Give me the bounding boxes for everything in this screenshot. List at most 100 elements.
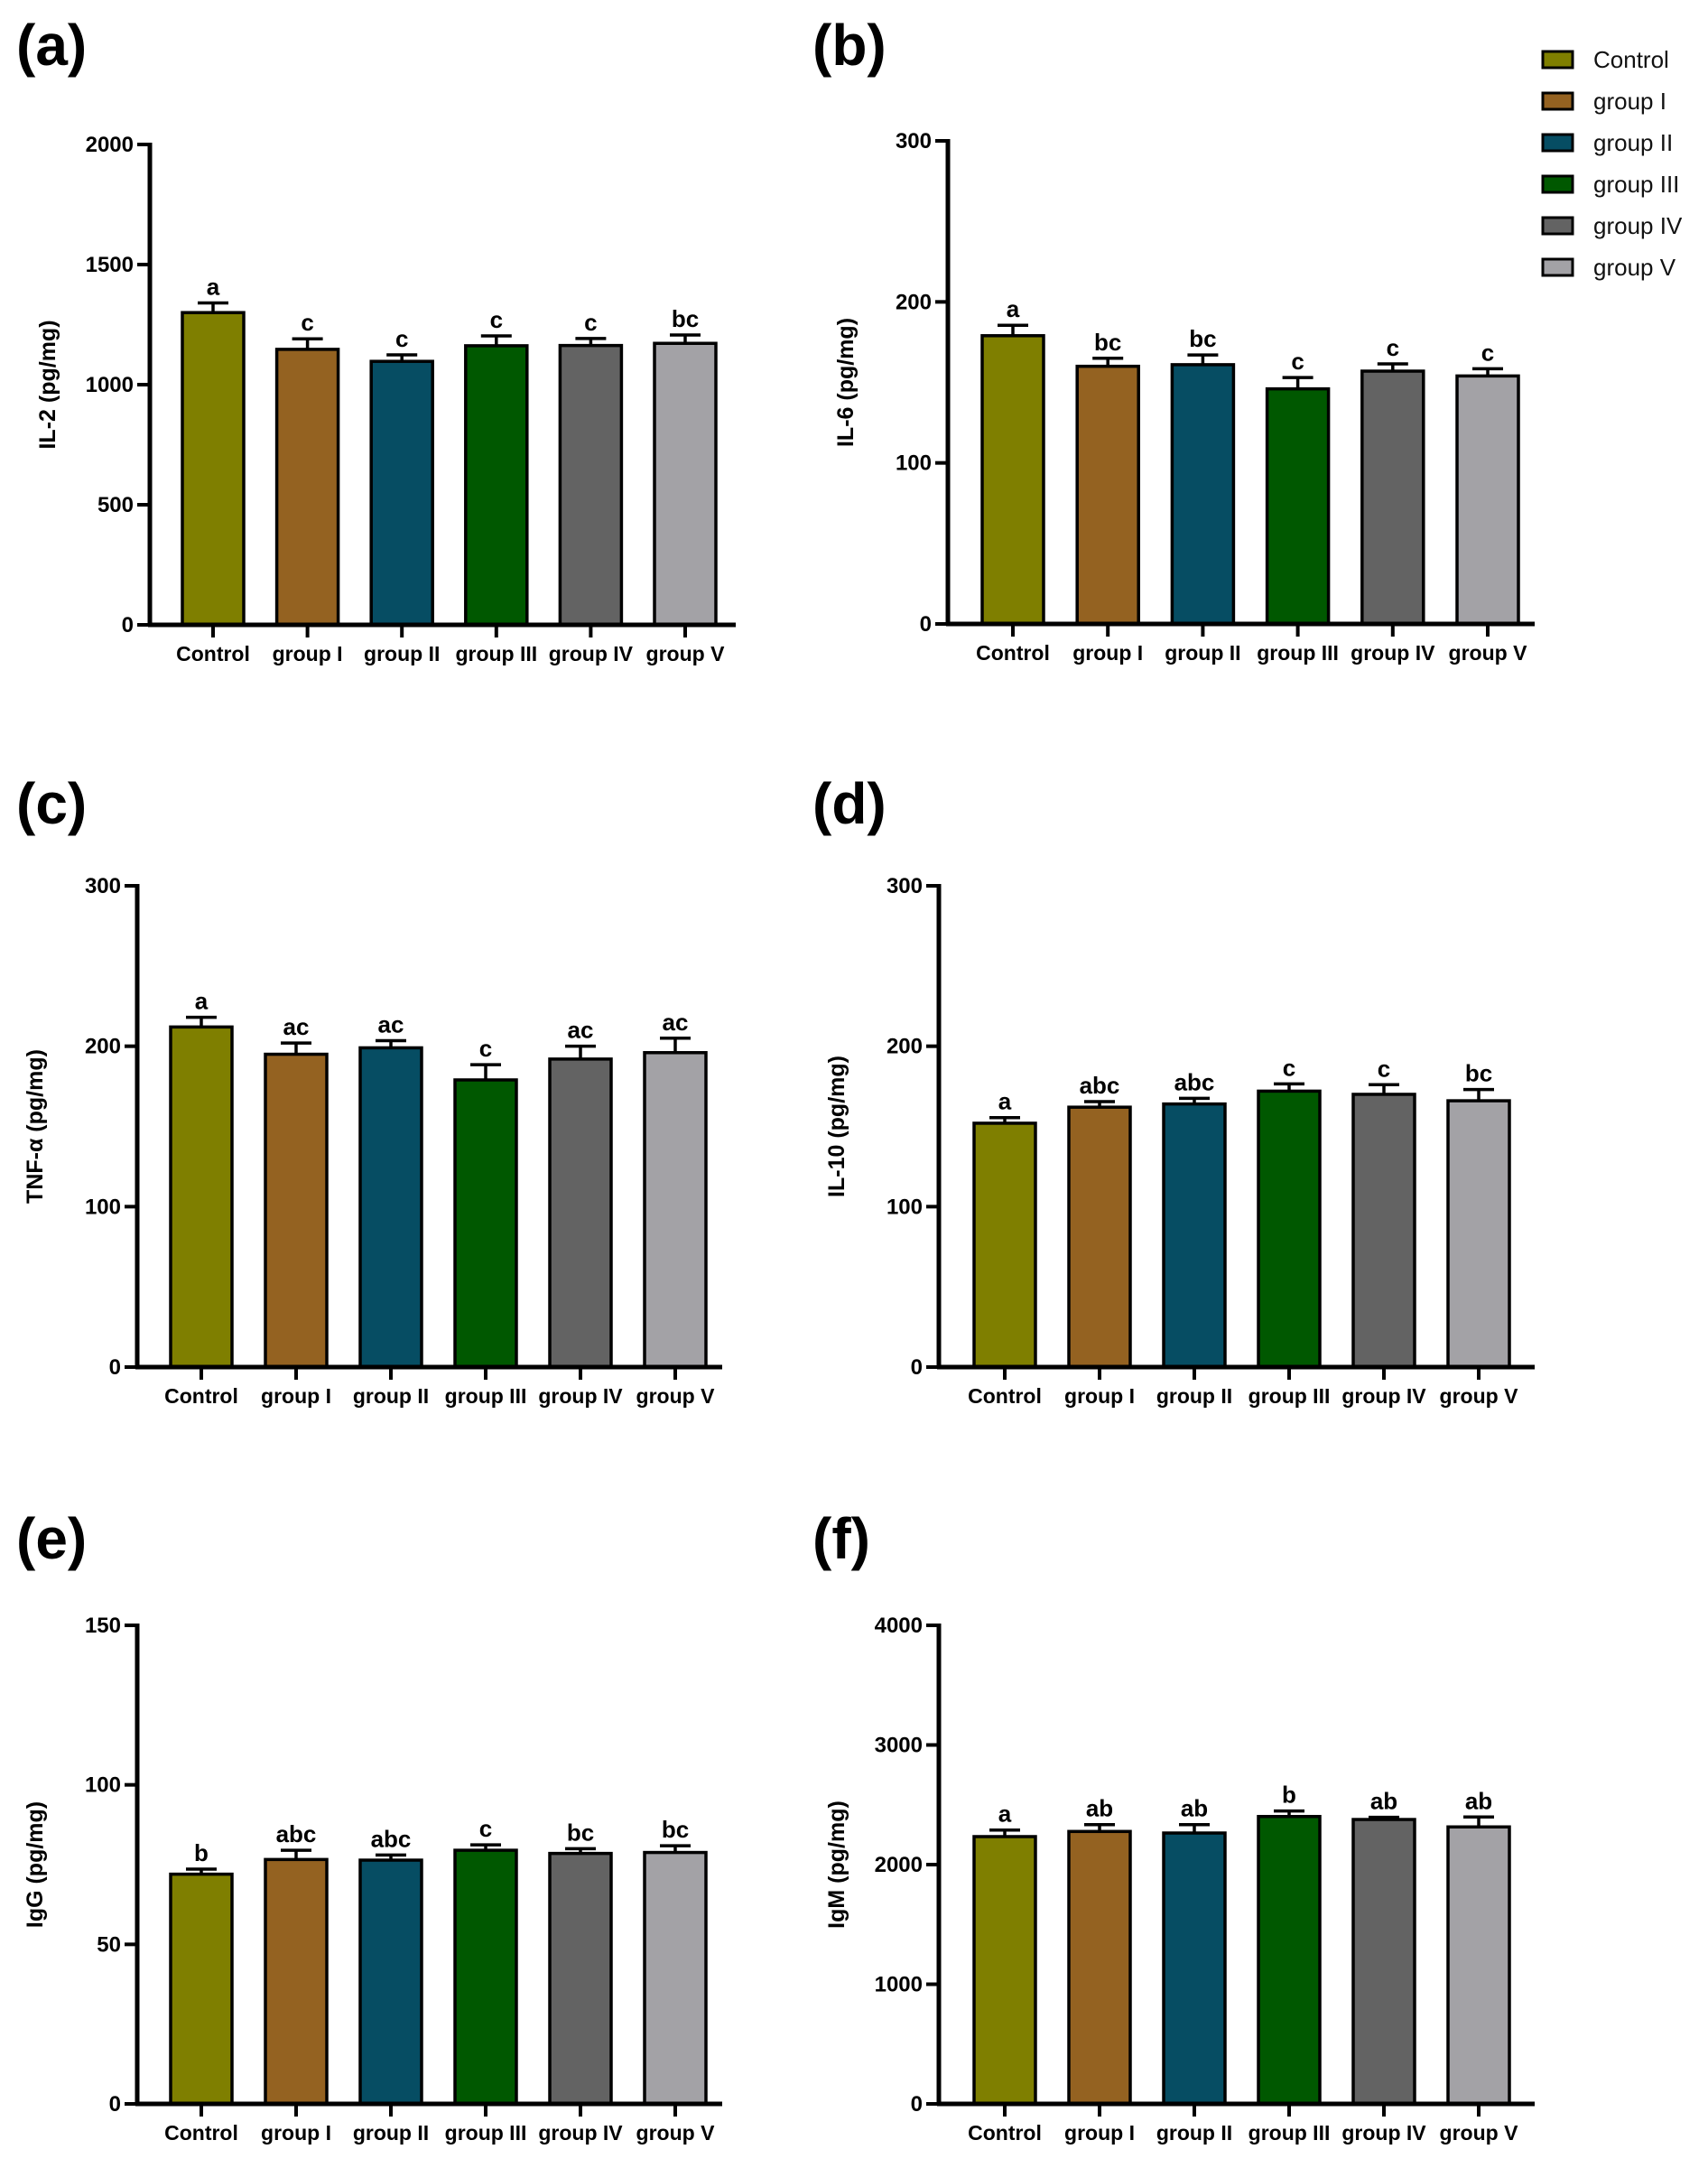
- x-tick-label: Control: [968, 2121, 1042, 2145]
- y-axis-title: IL-2 (pg/mg): [35, 320, 60, 449]
- x-tick-label: group II: [353, 2121, 429, 2145]
- significance-label: c: [584, 309, 597, 336]
- significance-label: ab: [1465, 1787, 1492, 1814]
- bar: [1446, 1825, 1511, 2106]
- x-tick-label: group III: [445, 1384, 527, 1408]
- x-tick-label: group II: [1165, 641, 1240, 665]
- bar: [980, 334, 1045, 626]
- significance-label: abc: [371, 1825, 412, 1852]
- legend-swatch: [1541, 174, 1574, 194]
- x-tick-label: Control: [976, 641, 1050, 665]
- significance-label: c: [1378, 1055, 1390, 1082]
- legend-item: group I: [1541, 88, 1666, 115]
- y-axis-title: IL-6 (pg/mg): [833, 318, 859, 447]
- panel-label: (f): [812, 1506, 870, 1571]
- y-tick-label: 1000: [86, 373, 134, 397]
- significance-label: ab: [1086, 1795, 1113, 1822]
- significance-label: b: [194, 1839, 209, 1866]
- legend-label: group IV: [1593, 212, 1683, 239]
- x-tick-label: Control: [968, 1384, 1042, 1408]
- bar: [643, 1051, 708, 1369]
- y-tick-label: 1500: [86, 253, 134, 277]
- significance-label: c: [479, 1035, 492, 1062]
- legend-swatch: [1541, 216, 1574, 236]
- bar: [264, 1857, 329, 2106]
- legend-swatch: [1541, 257, 1574, 277]
- legend-item: group V: [1541, 254, 1676, 281]
- legend-swatch: [1541, 91, 1574, 111]
- significance-label: bc: [567, 1819, 594, 1846]
- legend-item: group II: [1541, 129, 1673, 156]
- y-tick-label: 100: [85, 1195, 121, 1219]
- bar: [358, 1046, 423, 1369]
- bar: [1265, 386, 1331, 626]
- bar: [1446, 1099, 1511, 1369]
- x-tick-label: group III: [445, 2121, 527, 2145]
- significance-label: ab: [1370, 1788, 1397, 1815]
- y-tick-label: 0: [911, 2092, 923, 2117]
- significance-label: c: [395, 325, 408, 352]
- x-tick-label: group II: [364, 642, 440, 665]
- bar: [1075, 364, 1140, 626]
- x-tick-label: group IV: [538, 1384, 623, 1408]
- x-tick-label: group IV: [1341, 2121, 1426, 2145]
- significance-label: abc: [1174, 1068, 1215, 1095]
- bar: [453, 1848, 518, 2106]
- legend-label: group I: [1593, 88, 1666, 115]
- significance-label: c: [1387, 334, 1399, 361]
- bar: [1257, 1089, 1322, 1369]
- x-tick-label: group V: [636, 2121, 716, 2145]
- significance-label: ac: [568, 1017, 594, 1044]
- x-tick-label: group I: [273, 642, 343, 665]
- y-tick-label: 300: [896, 129, 932, 154]
- bar: [464, 344, 529, 627]
- significance-label: bc: [1094, 329, 1121, 356]
- significance-label: b: [1282, 1782, 1296, 1809]
- y-tick-label: 200: [896, 290, 932, 314]
- bar: [358, 1858, 423, 2106]
- y-axis-title: IgG (pg/mg): [23, 1801, 48, 1928]
- chart-panel: (d) IL-10 (pg/mg) a Control abc group I abc gro…: [812, 771, 1535, 1408]
- bar: [972, 1121, 1037, 1369]
- y-tick-label: 100: [886, 1195, 923, 1219]
- bar: [1257, 1814, 1322, 2106]
- x-tick-label: group V: [646, 642, 726, 665]
- significance-label: c: [479, 1815, 492, 1842]
- significance-label: a: [998, 1800, 1012, 1828]
- y-tick-label: 100: [85, 1773, 121, 1798]
- x-tick-label: group III: [1257, 641, 1339, 665]
- y-tick-label: 0: [920, 612, 932, 637]
- x-tick-label: group IV: [538, 2121, 623, 2145]
- bar: [1351, 1818, 1416, 2106]
- significance-label: a: [195, 988, 209, 1015]
- legend-item: Control: [1541, 46, 1669, 73]
- significance-label: c: [1481, 339, 1494, 366]
- significance-label: c: [301, 309, 313, 336]
- panel-label: (d): [812, 771, 886, 836]
- x-tick-label: group IV: [549, 642, 634, 665]
- x-tick-label: group I: [1064, 1384, 1135, 1408]
- y-axis-title: IL-10 (pg/mg): [824, 1056, 849, 1197]
- chart-panel: (f) IgM (pg/mg) a Control ab group I ab group I…: [812, 1506, 1535, 2145]
- significance-label: a: [1007, 295, 1020, 322]
- legend-label: group V: [1593, 254, 1676, 281]
- bar: [453, 1078, 518, 1369]
- bar: [1360, 369, 1425, 626]
- y-tick-label: 100: [896, 451, 932, 476]
- legend-swatch: [1541, 133, 1574, 153]
- significance-label: abc: [276, 1820, 317, 1847]
- y-tick-label: 200: [85, 1035, 121, 1059]
- significance-label: bc: [662, 1816, 689, 1843]
- y-tick-label: 150: [85, 1614, 121, 1638]
- chart-panel: (c) TNF-α (pg/mg) a Control ac group I ac group…: [16, 771, 722, 1408]
- y-tick-label: 3000: [875, 1734, 923, 1758]
- chart-panel: (e) IgG (pg/mg) b Control abc group I abc group…: [16, 1506, 722, 2145]
- significance-label: a: [998, 1088, 1012, 1115]
- x-tick-label: group V: [1440, 2121, 1519, 2145]
- panel-label: (e): [16, 1506, 87, 1571]
- chart-panel: (b) IL-6 (pg/mg) a Control bc group I bc group …: [812, 13, 1535, 665]
- x-tick-label: group I: [1064, 2121, 1135, 2145]
- significance-label: c: [1291, 348, 1304, 375]
- bar: [169, 1872, 234, 2106]
- y-tick-label: 0: [109, 2092, 121, 2117]
